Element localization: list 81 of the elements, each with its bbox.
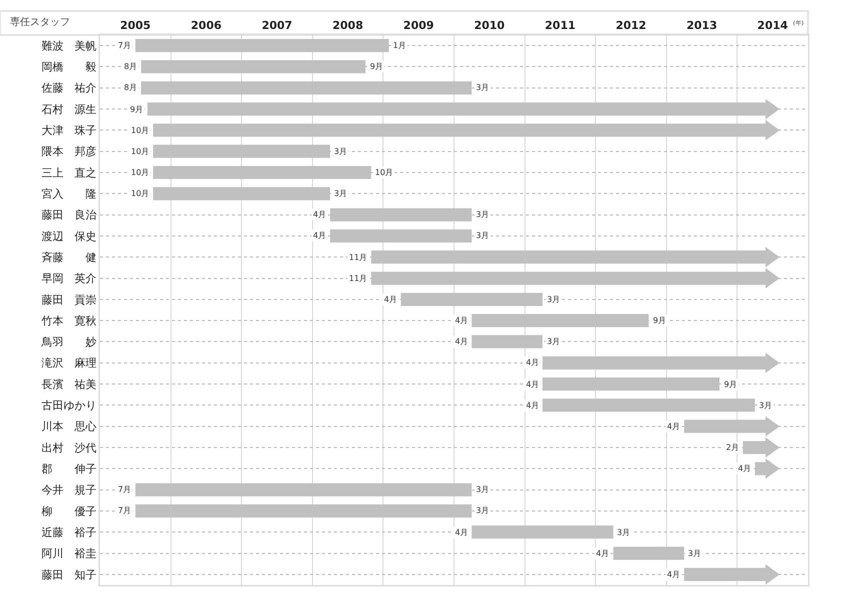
y-tick-label: 川本 思心 [41,420,96,434]
y-tick-label: 岡橋 毅 [41,60,96,74]
x-tick-label: 2013 [686,19,718,32]
x-tick-label: 2009 [403,19,434,32]
annotation: 3月 [688,549,702,558]
annotation: 4月 [667,570,680,579]
annotation: 4月 [313,210,326,219]
y-tick-label: 出村 沙代 [41,441,96,454]
y-tick-label: 古田ゆかり [41,399,96,412]
annotation: 7月 [118,485,132,494]
annotation: 4月 [384,295,398,304]
annotation: 4月 [455,528,468,537]
x-tick-label: 2006 [190,19,222,32]
annotation: 3月 [759,401,772,410]
annotation: 10月 [131,168,150,177]
y-tick-label: 今井 規子 [41,484,96,497]
y-tick-label: 難波 美帆 [41,39,96,52]
y-tick-label: 三上 直之 [41,166,96,180]
annotation: 9月 [130,105,144,114]
annotation: 3月 [334,189,348,198]
y-tick-label: 隈本 邦彦 [41,145,96,158]
y-tick-label: 早岡 英介 [41,272,96,286]
annotation: 4月 [596,549,610,558]
annotation: 4月 [667,422,680,431]
annotation: 3月 [547,295,560,304]
x-tick-label: 2011 [544,19,576,32]
annotation: 3月 [334,147,348,156]
annotation: 7月 [118,41,132,50]
x-tick-label: 2010 [474,19,506,32]
annotation: 8月 [124,83,138,92]
x-tick-label: 2005 [120,19,151,32]
y-tick-label: 藤田 貢崇 [41,293,96,306]
annotation: 3月 [547,337,560,346]
annotation: 9月 [370,62,384,71]
annotation: 10月 [131,147,150,156]
annotation: 8月 [124,62,138,71]
annotation: 3月 [476,506,490,515]
y-tick-label: 大津 珠子 [41,124,96,138]
annotation: 4月 [455,337,468,346]
annotation: 4月 [738,464,752,473]
annotation: 7月 [118,506,132,515]
y-tick-label: 鳥羽 妙 [40,336,96,349]
annotation: 4月 [526,380,540,389]
y-tick-label: 竹本 寛秋 [41,314,96,328]
x-tick-label: 2014 [757,19,788,32]
annotation: 1月 [393,41,406,50]
x-tick-label: 2008 [332,19,364,32]
annotation: 9月 [653,316,666,325]
x-tick-label: 2007 [262,19,292,32]
y-tick-label: 藤田 知子 [41,568,96,582]
y-tick-label: 柳 優子 [41,504,96,518]
annotation: 3月 [476,231,490,240]
annotation: 4月 [526,401,540,410]
annotation: 3月 [476,485,490,494]
y-tick-label: 近藤 裕子 [41,526,96,539]
y-axis-title: 専任スタッフ [10,16,70,28]
annotation: 9月 [724,380,738,389]
annotation: 11月 [349,253,368,262]
y-tick-label: 滝沢 麻理 [41,356,96,370]
annotation: 10月 [131,189,150,198]
annotation: 10月 [131,126,150,135]
y-tick-label: 長濱 祐美 [41,378,96,391]
y-tick-label: 佐藤 祐介 [41,82,96,95]
y-tick-label: 藤田 良治 [41,208,96,222]
x-tick-label: 2012 [616,19,646,32]
annotation: 3月 [617,528,630,537]
y-tick-label: 宮入 隆 [41,188,96,200]
annotation: 4月 [313,231,326,240]
y-tick-label: 渡辺 保史 [41,230,96,243]
y-tick-label: 石村 源生 [41,102,96,116]
annotation: 3月 [476,210,490,219]
y-tick-label: 郡 伸子 [41,462,96,476]
annotation: 2月 [726,443,740,452]
y-tick-label: 斉藤 健 [41,250,96,264]
annotation: 4月 [526,358,540,367]
y-tick-label: 阿川 裕圭 [41,547,96,560]
annotation: 3月 [476,83,490,92]
annotation: 11月 [349,274,368,283]
bar [472,526,614,539]
annotation: 4月 [455,316,468,325]
annotation: 10月 [375,168,394,177]
